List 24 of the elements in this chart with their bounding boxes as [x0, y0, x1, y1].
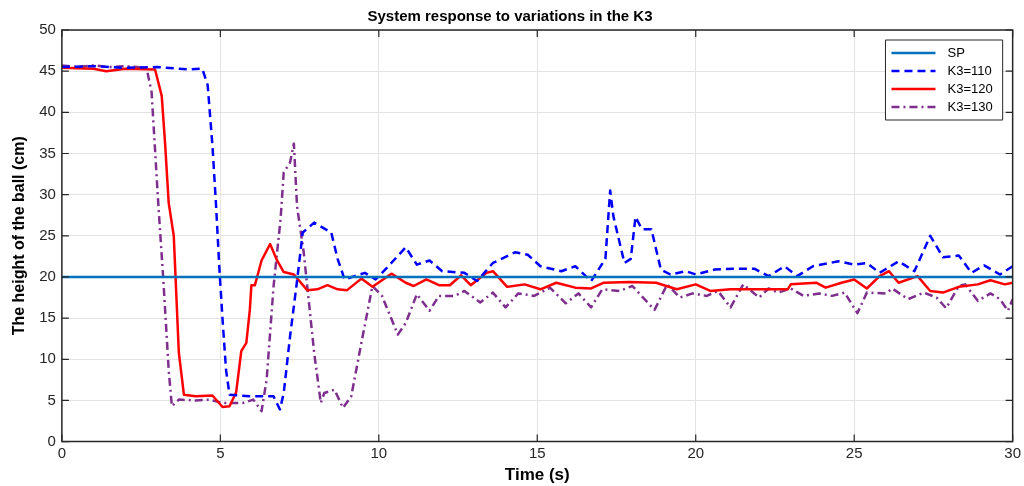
y-axis-title: The height of the ball (cm): [10, 136, 28, 336]
x-tick-label: 30: [1004, 443, 1021, 461]
y-tick-label: 45: [39, 61, 56, 79]
x-tick-label: 15: [528, 443, 546, 461]
y-tick-label: 0: [47, 431, 56, 449]
x-tick-label: 20: [687, 443, 705, 461]
legend-label: K3=110: [947, 62, 992, 78]
y-tick-label: 5: [47, 390, 56, 408]
chart-title: System response to variations in the K3: [367, 7, 653, 25]
x-axis-title: Time (s): [504, 465, 570, 485]
y-tick-label: 30: [39, 184, 56, 202]
y-tick-label: 35: [39, 143, 56, 161]
y-tick-label: 40: [39, 102, 56, 120]
y-tick-label: 20: [39, 267, 56, 285]
legend-label: K3=130: [947, 98, 993, 114]
y-tick-label: 50: [39, 20, 56, 38]
y-tick-label: 15: [39, 308, 56, 326]
y-tick-label: 25: [39, 225, 56, 243]
y-tick-label: 10: [39, 349, 56, 367]
x-tick-label: 25: [845, 443, 863, 461]
legend-label: K3=120: [947, 80, 993, 96]
x-tick-label: 5: [216, 443, 225, 461]
x-tick-label: 10: [370, 443, 388, 461]
legend-label: SP: [947, 44, 965, 60]
